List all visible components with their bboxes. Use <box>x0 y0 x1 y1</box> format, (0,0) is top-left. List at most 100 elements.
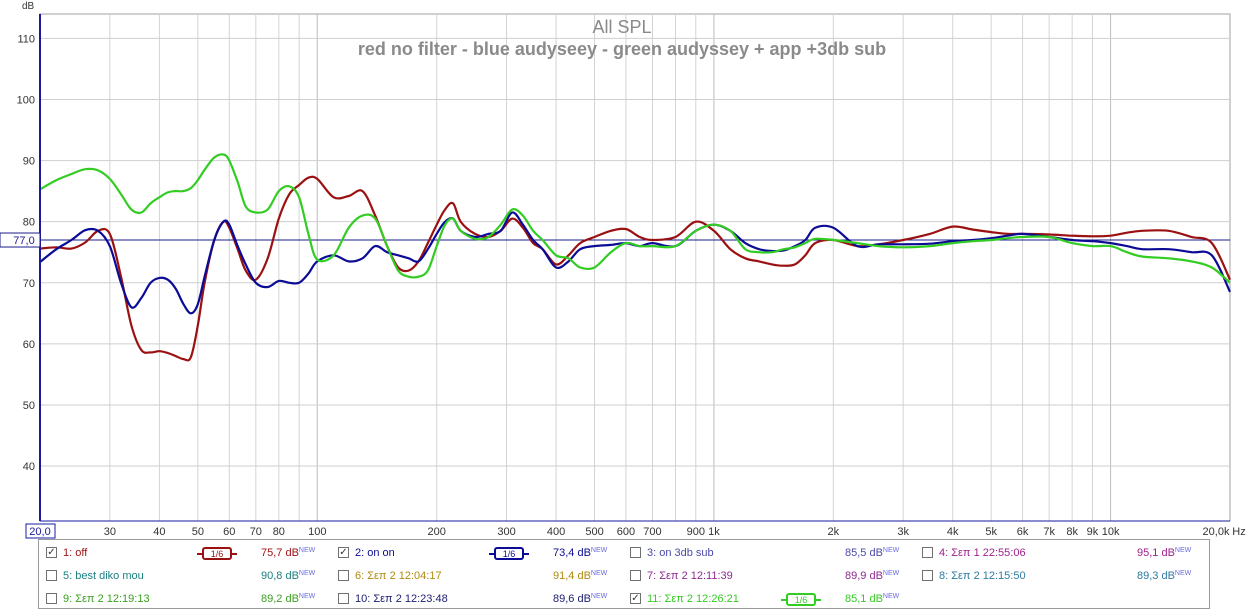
series-line-3 <box>39 153 1231 284</box>
x-tick-label: 5k <box>985 526 997 538</box>
x-tick-label: 200 <box>427 526 445 538</box>
x-tick-label: 300 <box>497 526 515 538</box>
legend-item-7[interactable]: 7: Σεπ 2 12:11:39 89,9 dBNEW <box>623 565 915 587</box>
x-unit-label: Hz <box>1232 526 1245 538</box>
y-tick-label: 100 <box>17 95 35 107</box>
series-line-1 <box>39 175 1231 362</box>
legend-item-4[interactable]: 4: Σεπ 1 22:55:06 95,1 dBNEW <box>915 542 1207 564</box>
y-tick-label: 60 <box>23 339 35 351</box>
x-tick-label: 7k <box>1043 526 1055 538</box>
series-line-2 <box>39 211 1231 315</box>
x-tick-label: 600 <box>617 526 635 538</box>
legend-item-5[interactable]: 5: best diko mou 90,8 dBNEW <box>39 565 331 587</box>
y-axis-label: dB <box>22 1 35 12</box>
series-group <box>39 153 1231 362</box>
legend-item-11[interactable]: ✓ 11: Σεπ 2 12:26:21 1/6 85,1 dBNEW <box>623 588 915 610</box>
smoothing-badge-1[interactable]: 1/6 <box>197 547 237 560</box>
legend-name-10: 10: Σεπ 2 12:23:48 <box>355 593 448 605</box>
checkbox-5[interactable] <box>46 570 57 581</box>
x-tick-label: 70 <box>250 526 262 538</box>
legend-name-8: 8: Σεπ 2 12:15:50 <box>939 570 1026 582</box>
legend-value-5: 90,8 dBNEW <box>261 570 316 582</box>
y-tick-labels: 110 100 90 80 70 60 50 40 <box>17 33 35 473</box>
legend-panel: ✓ 1: off 1/6 75,7 dBNEW ✓ 2: on on 1/6 7… <box>38 539 1210 609</box>
y-tick-label: 50 <box>23 400 35 412</box>
x-min-label: 20,0 <box>29 526 50 538</box>
y-tick-label: 80 <box>23 217 35 229</box>
x-tick-label: 400 <box>547 526 565 538</box>
smoothing-badge-11[interactable]: 1/6 <box>781 593 821 606</box>
x-tick-labels: 30 40 50 60 70 80 100 200 300 400 500 600 700 900 1k 2k… <box>104 526 1120 538</box>
spl-chart[interactable]: dB All SPL red no filter - blue audyseey… <box>0 0 1248 540</box>
legend-name-11: 11: Σεπ 2 12:26:21 <box>647 593 739 605</box>
legend-name-1: 1: off <box>63 547 88 559</box>
checkbox-10[interactable] <box>338 593 349 604</box>
x-tick-label: 100 <box>308 526 326 538</box>
checkbox-8[interactable] <box>922 570 933 581</box>
legend-name-3: 3: on 3db sub <box>647 547 714 559</box>
legend-item-1[interactable]: ✓ 1: off 1/6 75,7 dBNEW <box>39 542 331 564</box>
y-tick-label: 90 <box>23 156 35 168</box>
legend-name-7: 7: Σεπ 2 12:11:39 <box>647 570 733 582</box>
x-max-label: 20,0k <box>1203 526 1230 538</box>
x-tick-label: 700 <box>643 526 661 538</box>
legend-item-9[interactable]: 9: Σεπ 2 12:19:13 89,2 dBNEW <box>39 588 331 610</box>
legend-name-9: 9: Σεπ 2 12:19:13 <box>63 593 150 605</box>
checkbox-6[interactable] <box>338 570 349 581</box>
x-tick-label: 2k <box>828 526 840 538</box>
legend-name-4: 4: Σεπ 1 22:55:06 <box>939 547 1026 559</box>
y-tick-label: 40 <box>23 461 35 473</box>
x-min-box[interactable] <box>25 523 56 539</box>
smoothing-badge-2[interactable]: 1/6 <box>489 547 529 560</box>
checkbox-7[interactable] <box>630 570 641 581</box>
legend-name-6: 6: Σεπ 2 12:04:17 <box>355 570 442 582</box>
checkbox-2[interactable]: ✓ <box>338 547 349 558</box>
x-tick-label: 900 <box>687 526 705 538</box>
x-tick-label: 500 <box>585 526 603 538</box>
legend-item-2[interactable]: ✓ 2: on on 1/6 73,4 dBNEW <box>331 542 623 564</box>
checkbox-3[interactable] <box>630 547 641 558</box>
y-tick-label: 70 <box>23 278 35 290</box>
checkbox-1[interactable]: ✓ <box>46 547 57 558</box>
legend-value-9: 89,2 dBNEW <box>261 593 316 605</box>
x-tick-label: 1k <box>708 526 720 538</box>
checkbox-11[interactable]: ✓ <box>630 593 641 604</box>
horizontal-grid <box>40 37 1230 467</box>
legend-name-2: 2: on on <box>355 547 395 559</box>
legend-item-8[interactable]: 8: Σεπ 2 12:15:50 89,3 dBNEW <box>915 565 1207 587</box>
legend-value-3: 85,5 dBNEW <box>845 547 900 559</box>
legend-item-3[interactable]: 3: on 3db sub 85,5 dBNEW <box>623 542 915 564</box>
legend-value-1: 75,7 dBNEW <box>261 547 316 559</box>
checkbox-4[interactable] <box>922 547 933 558</box>
chart-title: All SPL <box>592 17 651 37</box>
legend-value-2: 73,4 dBNEW <box>553 547 608 559</box>
legend-row: ✓ 1: off 1/6 75,7 dBNEW ✓ 2: on on 1/6 7… <box>39 542 1209 564</box>
x-tick-label: 50 <box>192 526 204 538</box>
x-tick-label: 4k <box>947 526 959 538</box>
legend-item-6[interactable]: 6: Σεπ 2 12:04:17 91,4 dBNEW <box>331 565 623 587</box>
plot-area <box>39 13 1231 522</box>
checkbox-9[interactable] <box>46 593 57 604</box>
legend-value-10: 89,6 dBNEW <box>553 593 608 605</box>
x-tick-label: 40 <box>153 526 165 538</box>
x-tick-label: 9k <box>1087 526 1099 538</box>
legend-row: 5: best diko mou 90,8 dBNEW 6: Σεπ 2 12:… <box>39 565 1209 587</box>
x-tick-label: 3k <box>897 526 909 538</box>
y-tick-label: 110 <box>17 33 35 45</box>
x-tick-label: 30 <box>104 526 116 538</box>
legend-item-10[interactable]: 10: Σεπ 2 12:23:48 89,6 dBNEW <box>331 588 623 610</box>
x-tick-label: 6k <box>1017 526 1029 538</box>
chart-subtitle: red no filter - blue audyseey - green au… <box>358 39 886 59</box>
x-tick-label: 10k <box>1102 526 1120 538</box>
x-tick-label: 60 <box>223 526 235 538</box>
x-tick-label: 80 <box>273 526 285 538</box>
legend-value-8: 89,3 dBNEW <box>1137 570 1192 582</box>
legend-name-5: 5: best diko mou <box>63 570 144 582</box>
reference-value-box <box>0 232 41 248</box>
legend-value-4: 95,1 dBNEW <box>1137 547 1192 559</box>
vertical-grid <box>109 14 1112 521</box>
legend-row: 9: Σεπ 2 12:19:13 89,2 dBNEW 10: Σεπ 2 1… <box>39 588 1209 610</box>
legend-value-7: 89,9 dBNEW <box>845 570 900 582</box>
legend-value-11: 85,1 dBNEW <box>845 593 900 605</box>
reference-value-label: 77,0 <box>13 235 34 247</box>
